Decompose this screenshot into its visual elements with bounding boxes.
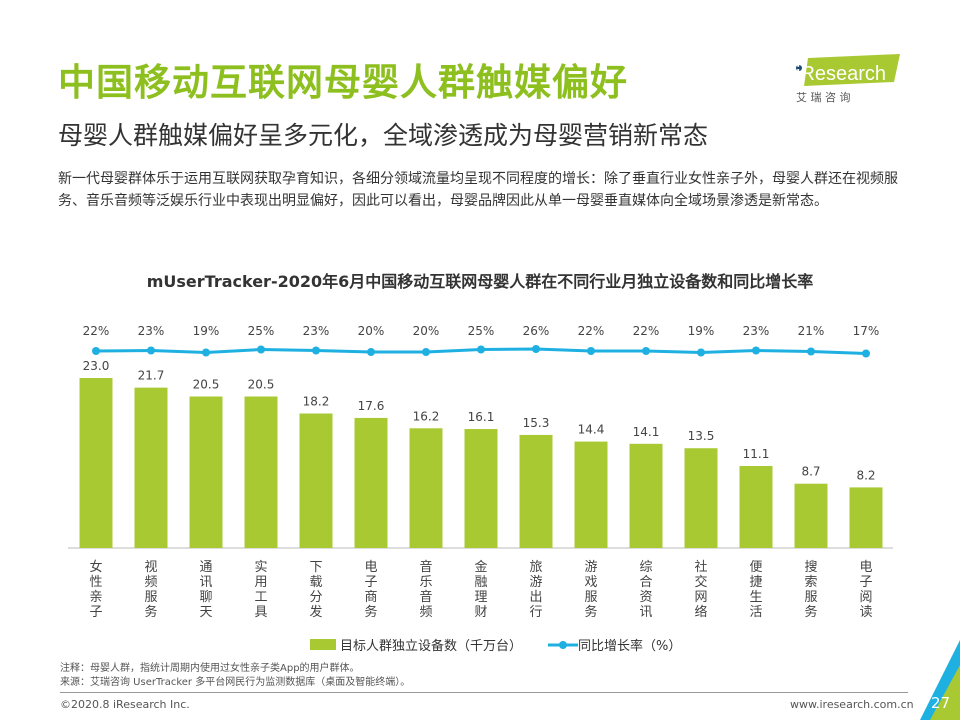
category-label: 电子商务 bbox=[364, 560, 377, 620]
growth-label: 20% bbox=[358, 324, 385, 338]
growth-label: 19% bbox=[193, 324, 220, 338]
note: 注释：母婴人群，指统计周期内使用过女性亲子类App的用户群体。 bbox=[60, 663, 360, 674]
growth-label: 22% bbox=[83, 324, 110, 338]
bar bbox=[189, 396, 223, 548]
category-label: 搜索服务 bbox=[804, 560, 817, 620]
growth-label: 20% bbox=[413, 324, 440, 338]
bar-label: 16.1 bbox=[468, 410, 495, 424]
footnotes: 注释：母婴人群，指统计周期内使用过女性亲子类App的用户群体。 来源：艾瑞咨询 … bbox=[60, 662, 410, 690]
bar bbox=[79, 378, 113, 548]
growth-point bbox=[477, 345, 485, 354]
growth-point bbox=[422, 348, 430, 356]
corner-decoration bbox=[920, 640, 960, 720]
copyright: ©2020.8 iResearch Inc. bbox=[60, 698, 190, 711]
category-label: 游戏服务 bbox=[584, 560, 597, 620]
page-number: 27 bbox=[931, 694, 951, 712]
bar-label: 8.7 bbox=[801, 465, 820, 479]
bar-label: 15.3 bbox=[523, 416, 550, 430]
bar bbox=[409, 428, 443, 548]
page-title: 中国移动互联网母婴人群触媒偏好 bbox=[58, 61, 628, 104]
bar bbox=[299, 413, 333, 548]
description: 新一代母婴群体乐于运用互联网获取孕育知识，各细分领域流量均呈现不同程度的增长：除… bbox=[58, 171, 898, 209]
growth-point bbox=[862, 349, 870, 358]
category-label: 下载分发 bbox=[309, 560, 322, 620]
growth-label: 25% bbox=[248, 324, 275, 338]
category-label: 实用工具 bbox=[254, 560, 267, 620]
growth-point bbox=[532, 345, 540, 353]
page-subtitle: 母婴人群触媒偏好呈多元化，全域渗透成为母婴营销新常态 bbox=[58, 121, 709, 150]
bar bbox=[684, 448, 718, 548]
bar bbox=[739, 465, 773, 548]
bar-label: 11.1 bbox=[743, 447, 770, 461]
bar-label: 17.6 bbox=[358, 399, 385, 413]
growth-label: 17% bbox=[853, 324, 880, 338]
bar bbox=[134, 387, 168, 548]
growth-point bbox=[642, 347, 650, 355]
growth-point bbox=[807, 347, 815, 356]
legend-line-label: 同比增长率（%） bbox=[578, 639, 682, 654]
bar-label: 8.2 bbox=[856, 468, 875, 482]
growth-label: 26% bbox=[523, 324, 550, 338]
bar bbox=[794, 483, 828, 548]
category-label: 综合资讯 bbox=[639, 560, 652, 620]
bar-label: 18.2 bbox=[303, 395, 330, 409]
category-label: 便捷生活 bbox=[749, 560, 762, 620]
growth-point bbox=[587, 347, 595, 355]
logo-text: iResearch bbox=[796, 63, 886, 85]
growth-label: 23% bbox=[303, 324, 330, 338]
growth-label: 22% bbox=[633, 324, 660, 338]
footer-divider bbox=[60, 692, 908, 693]
category-label: 电子阅读 bbox=[859, 560, 872, 620]
chart-title: mUserTracker-2020年6月中国移动互联网母婴人群在不同行业月独立设… bbox=[146, 272, 814, 291]
bar bbox=[464, 429, 498, 548]
category-label: 旅游出行 bbox=[529, 560, 542, 620]
bar-label: 21.7 bbox=[138, 369, 165, 383]
growth-point bbox=[202, 348, 210, 357]
category-label: 社交网络 bbox=[694, 559, 707, 620]
legend-bar-swatch bbox=[310, 639, 336, 650]
bar bbox=[574, 441, 608, 548]
growth-label: 21% bbox=[798, 324, 825, 338]
bar bbox=[629, 443, 663, 548]
bar bbox=[354, 417, 388, 548]
growth-point bbox=[697, 348, 705, 357]
bar-label: 20.5 bbox=[193, 378, 220, 392]
growth-point bbox=[312, 346, 320, 355]
bar bbox=[849, 487, 883, 548]
legend-bar-label: 目标人群独立设备数（千万台） bbox=[340, 639, 523, 654]
growth-label: 19% bbox=[688, 324, 715, 338]
bar bbox=[519, 434, 553, 548]
category-label: 音乐音频 bbox=[419, 559, 432, 620]
growth-label: 25% bbox=[468, 324, 495, 338]
bar-label: 14.4 bbox=[578, 423, 605, 437]
legend-line: 同比增长率（%） bbox=[548, 635, 681, 654]
logo-subtext: 艾 瑞 咨 询 bbox=[796, 90, 851, 104]
bar-label: 23.0 bbox=[83, 359, 110, 373]
category-label: 女性亲子 bbox=[89, 559, 102, 620]
bar-label: 14.1 bbox=[633, 425, 660, 439]
bar-label: 13.5 bbox=[688, 429, 715, 443]
growth-point bbox=[752, 346, 760, 355]
logo: iResearch 艾 瑞 咨 询 bbox=[790, 50, 920, 105]
growth-label: 23% bbox=[138, 324, 165, 338]
growth-label: 23% bbox=[743, 324, 770, 338]
legend-line-swatch bbox=[548, 640, 578, 649]
growth-point bbox=[257, 345, 265, 354]
growth-label: 22% bbox=[578, 324, 605, 338]
growth-point bbox=[147, 346, 155, 355]
growth-point bbox=[92, 347, 100, 355]
source: 来源：艾瑞咨询 UserTracker 多平台网民行为监测数据库（桌面及智能终端… bbox=[60, 677, 411, 688]
website: www.iresearch.com.cn bbox=[790, 698, 914, 711]
bar-label: 16.2 bbox=[413, 409, 440, 423]
legend-bar: 目标人群独立设备数（千万台） bbox=[310, 635, 522, 654]
bar-label: 20.5 bbox=[248, 378, 275, 392]
category-label: 通讯聊天 bbox=[199, 560, 212, 620]
logo-graphic: iResearch 艾 瑞 咨 询 bbox=[796, 54, 900, 104]
category-label: 视频服务 bbox=[144, 560, 157, 620]
growth-point bbox=[367, 348, 375, 356]
category-label: 金融理财 bbox=[474, 559, 487, 620]
bar bbox=[244, 396, 278, 548]
